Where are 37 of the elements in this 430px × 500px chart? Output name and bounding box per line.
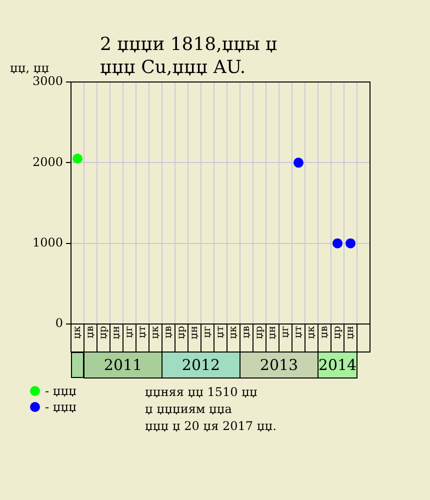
x-tick-label: џн	[345, 326, 356, 340]
x-tick-label: џк	[150, 325, 162, 339]
x-tick-label: џк	[306, 325, 318, 339]
legend-label: - џџџ	[45, 384, 77, 398]
y-tick-label: 3000	[32, 74, 63, 88]
x-tick-label: џт	[293, 326, 304, 338]
x-tick-label: џн	[267, 326, 278, 340]
text: џџџ џ 20 џя 2017 џџ.	[145, 419, 276, 433]
x-tick-label: џг	[202, 326, 214, 338]
text: 2013	[260, 356, 298, 374]
x-tick-label: џв	[85, 326, 96, 338]
text: 2011	[104, 356, 142, 374]
x-tick-label: џк	[72, 325, 84, 339]
x-tick-label: џр	[254, 326, 266, 339]
y-axis-title: џџ, џџ	[10, 61, 50, 75]
x-tick-label: џн	[111, 326, 122, 340]
x-tick-label: џр	[332, 326, 344, 339]
y-tick-label: 0	[55, 316, 63, 330]
text: џџняя џџ 1510 џџ	[145, 385, 258, 399]
y-tick-label: 1000	[32, 235, 63, 250]
chart-title: 2 џџџи 1818,џџы џ џџџ Cu,џџџ AU.	[100, 34, 278, 78]
text: 2012	[182, 356, 220, 374]
y-tick-label: 2000	[32, 154, 63, 169]
x-tick-label: џг	[280, 326, 292, 338]
legend-label: - џџџ	[45, 400, 77, 414]
x-tick-label: џн	[189, 326, 200, 340]
x-tick-label: џр	[98, 326, 110, 339]
x-tick-label: џв	[319, 326, 330, 338]
x-tick-label: џт	[137, 326, 148, 338]
x-tick-label: џт	[215, 326, 226, 338]
x-tick-label: џг	[124, 326, 136, 338]
text: 2014	[318, 356, 357, 374]
x-tick-label: џк	[228, 325, 240, 339]
x-tick-label: џв	[163, 326, 174, 338]
x-tick-label: џв	[241, 326, 252, 338]
x-tick-label: џр	[176, 326, 188, 339]
text: џ џџџиям џџа	[145, 402, 232, 416]
